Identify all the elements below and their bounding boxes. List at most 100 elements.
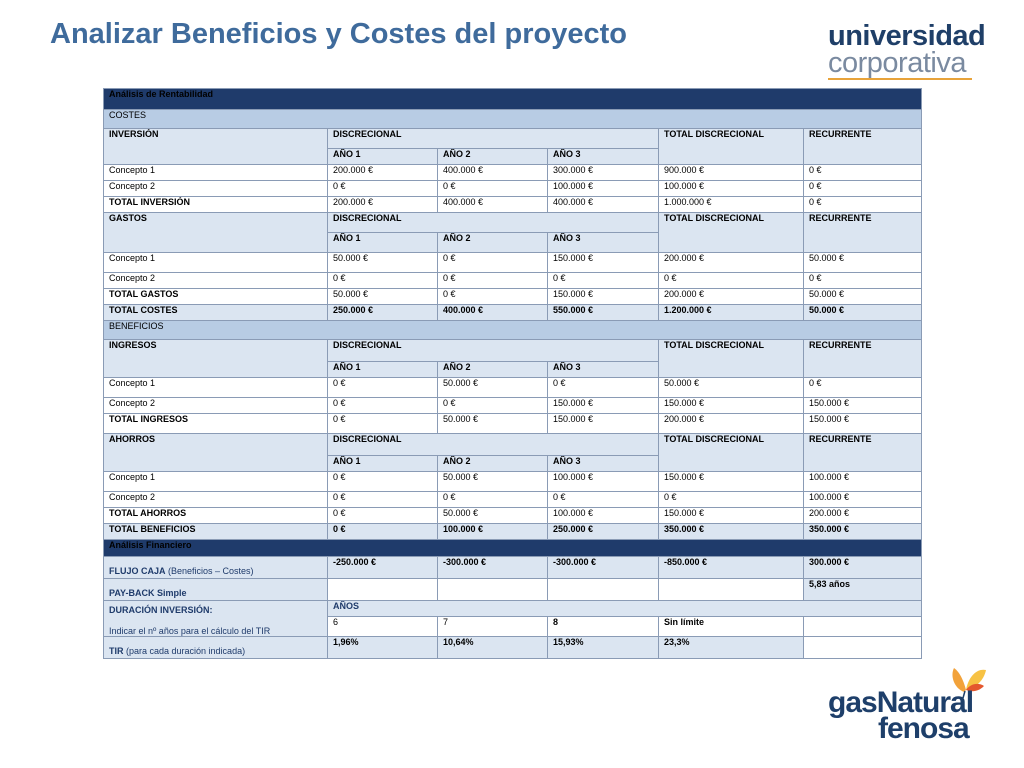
cell: 0 €	[327, 377, 438, 398]
logo-line-2: corporativa	[828, 47, 966, 79]
row-label: Concepto 2	[103, 397, 328, 414]
cell: 0 €	[437, 491, 548, 508]
logo-gas-natural: gasNatural	[828, 686, 974, 719]
cell: 0 €	[803, 377, 922, 398]
cell: 0 €	[437, 252, 548, 273]
cell: 7	[437, 616, 548, 637]
row-label: Concepto 2	[103, 180, 328, 197]
cell-empty	[658, 578, 804, 601]
logo-line-1: universidad	[828, 20, 986, 52]
row-label: TOTAL COSTES	[103, 304, 328, 321]
cell: 400.000 €	[437, 304, 548, 321]
cell: 0 €	[658, 272, 804, 289]
cell: 50.000 €	[803, 288, 922, 305]
cell: 0 €	[327, 397, 438, 414]
total-discrecional-header: TOTAL DISCRECIONAL	[658, 212, 804, 253]
table-row: Concepto 1 0 € 50.000 € 100.000 € 150.00…	[103, 471, 922, 492]
header-rentabilidad: Análisis de Rentabilidad	[103, 88, 922, 110]
ingresos-years-row: AÑO 1 AÑO 2 AÑO 3	[104, 361, 922, 378]
gastos-header-row: GASTOS DISCRECIONAL TOTAL DISCRECIONAL R…	[103, 212, 922, 253]
flujo-caja-label-rest: (Beneficios – Costes)	[165, 566, 254, 576]
beneficios-title: BENEFICIOS	[103, 320, 922, 340]
cell: 0 €	[327, 491, 438, 508]
discrecional-header: DISCRECIONAL	[327, 128, 659, 149]
discrecional-header: DISCRECIONAL	[327, 433, 659, 456]
tir-label-bold: TIR	[109, 646, 124, 656]
cell: 300.000 €	[547, 164, 659, 181]
flujo-caja-label-bold: FLUJO CAJA	[109, 566, 166, 576]
cell: 100.000 €	[547, 507, 659, 524]
row-label: Concepto 2	[103, 491, 328, 508]
year-2-header: AÑO 2	[437, 232, 548, 253]
cell: 150.000 €	[547, 413, 659, 434]
cell: 150.000 €	[658, 397, 804, 414]
ingresos-label: INGRESOS	[103, 339, 328, 378]
year-3-header: AÑO 3	[547, 361, 659, 378]
rentabilidad-title: Análisis de Rentabilidad	[103, 88, 922, 110]
cell: 200.000 €	[658, 252, 804, 273]
cell: 50.000 €	[437, 471, 548, 492]
inversion-years-row: AÑO 1 AÑO 2 AÑO 3	[104, 148, 922, 165]
cell: 0 €	[327, 507, 438, 524]
cell: 900.000 €	[658, 164, 804, 181]
flujo-caja-label: FLUJO CAJA (Beneficios – Costes)	[103, 556, 328, 579]
cell: 150.000 €	[803, 413, 922, 434]
cell: 1.200.000 €	[658, 304, 804, 321]
cell: 6	[327, 616, 438, 637]
cell: 400.000 €	[437, 196, 548, 213]
cell-empty	[327, 578, 438, 601]
year-1-header: AÑO 1	[327, 455, 438, 472]
cell: Sin límite	[658, 616, 804, 637]
cell: 150.000 €	[803, 397, 922, 414]
logo-underline	[828, 78, 972, 80]
cell: 8	[547, 616, 659, 637]
year-2-header: AÑO 2	[437, 148, 548, 165]
row-label: TOTAL GASTOS	[103, 288, 328, 305]
cell: -850.000 €	[658, 556, 804, 579]
ahorros-label: AHORROS	[103, 433, 328, 472]
cell: 0 €	[547, 491, 659, 508]
duracion-header-row: DURACIÓN INVERSIÓN: Indicar el nº años p…	[103, 600, 922, 637]
table-row: Concepto 2 0 € 0 € 100.000 € 100.000 € 0…	[103, 180, 922, 197]
inversion-label: INVERSIÓN	[103, 128, 328, 165]
cell: 300.000 €	[803, 556, 922, 579]
payback-row: PAY-BACK Simple 5,83 años	[103, 578, 922, 601]
cell: -300.000 €	[547, 556, 659, 579]
cell: 0 €	[658, 491, 804, 508]
cell: 0 €	[327, 272, 438, 289]
tir-label-rest: (para cada duración indicada)	[123, 646, 246, 656]
cell: 550.000 €	[547, 304, 659, 321]
row-label: Concepto 1	[103, 164, 328, 181]
cell: 0 €	[547, 272, 659, 289]
cell: 50.000 €	[327, 252, 438, 273]
table-row-total: TOTAL GASTOS 50.000 € 0 € 150.000 € 200.…	[103, 288, 922, 305]
year-1-header: AÑO 1	[327, 361, 438, 378]
cell: 50.000 €	[437, 377, 548, 398]
year-2-header: AÑO 2	[437, 455, 548, 472]
cell: 250.000 €	[547, 523, 659, 540]
cell: 150.000 €	[547, 397, 659, 414]
cell: 100.000 €	[437, 523, 548, 540]
cell: 0 €	[803, 272, 922, 289]
duracion-label: DURACIÓN INVERSIÓN:	[109, 605, 213, 615]
duracion-values-row: 6 7 8 Sin límite	[104, 616, 922, 637]
cell: -250.000 €	[327, 556, 438, 579]
inversion-header-row: INVERSIÓN DISCRECIONAL TOTAL DISCRECIONA…	[103, 128, 922, 165]
year-1-header: AÑO 1	[327, 148, 438, 165]
butterfly-icon	[952, 668, 986, 699]
cell: 10,64%	[437, 636, 548, 659]
row-label: Concepto 1	[103, 471, 328, 492]
cell: 50.000 €	[803, 304, 922, 321]
cell: 50.000 €	[437, 507, 548, 524]
discrecional-header: DISCRECIONAL	[327, 339, 659, 362]
cell: 50.000 €	[437, 413, 548, 434]
table-row: Concepto 1 200.000 € 400.000 € 300.000 €…	[103, 164, 922, 181]
recurrente-header: RECURRENTE	[803, 433, 922, 472]
discrecional-header: DISCRECIONAL	[327, 212, 659, 233]
cell: 400.000 €	[547, 196, 659, 213]
profitability-table: Análisis de Rentabilidad COSTES INVERSIÓ…	[103, 88, 922, 659]
table-row-total: TOTAL AHORROS 0 € 50.000 € 100.000 € 150…	[103, 507, 922, 524]
payback-value: 5,83 años	[803, 578, 922, 601]
row-label: Concepto 1	[103, 252, 328, 273]
row-label: TOTAL BENEFICIOS	[103, 523, 328, 540]
